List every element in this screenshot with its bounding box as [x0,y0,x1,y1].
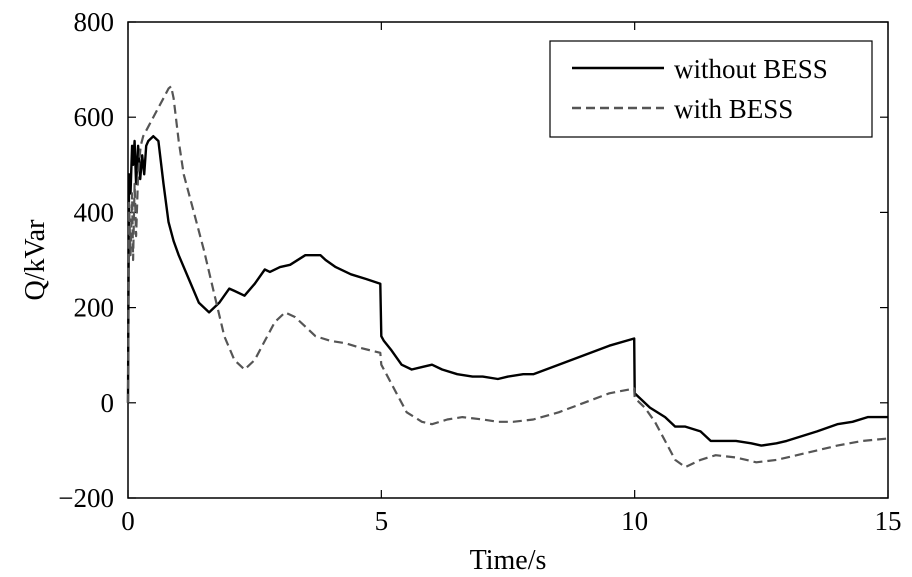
x-tick-label: 15 [875,506,902,536]
legend-box [549,40,873,138]
series-lines [126,85,889,469]
legend-label-without-bess: without BESS [674,54,828,84]
y-tick-label: 200 [74,293,115,323]
legend: without BESS with BESS [549,40,873,138]
series-line-with-bess [126,85,889,469]
x-axis-label: Time/s [470,545,547,576]
legend-label-with-bess: with BESS [674,94,793,124]
y-tick-label: 400 [74,197,115,227]
x-tick-label: 10 [621,506,648,536]
x-tick-label: 5 [375,506,389,536]
series-line-without-bess [126,134,888,447]
y-tick-label: 0 [101,388,115,418]
y-tick-label: −200 [58,483,114,513]
x-tick-label: 0 [121,506,135,536]
y-axis-label: Q/kVar [20,219,51,301]
y-tick-label: 800 [74,7,115,37]
y-tick-label: 600 [74,102,115,132]
